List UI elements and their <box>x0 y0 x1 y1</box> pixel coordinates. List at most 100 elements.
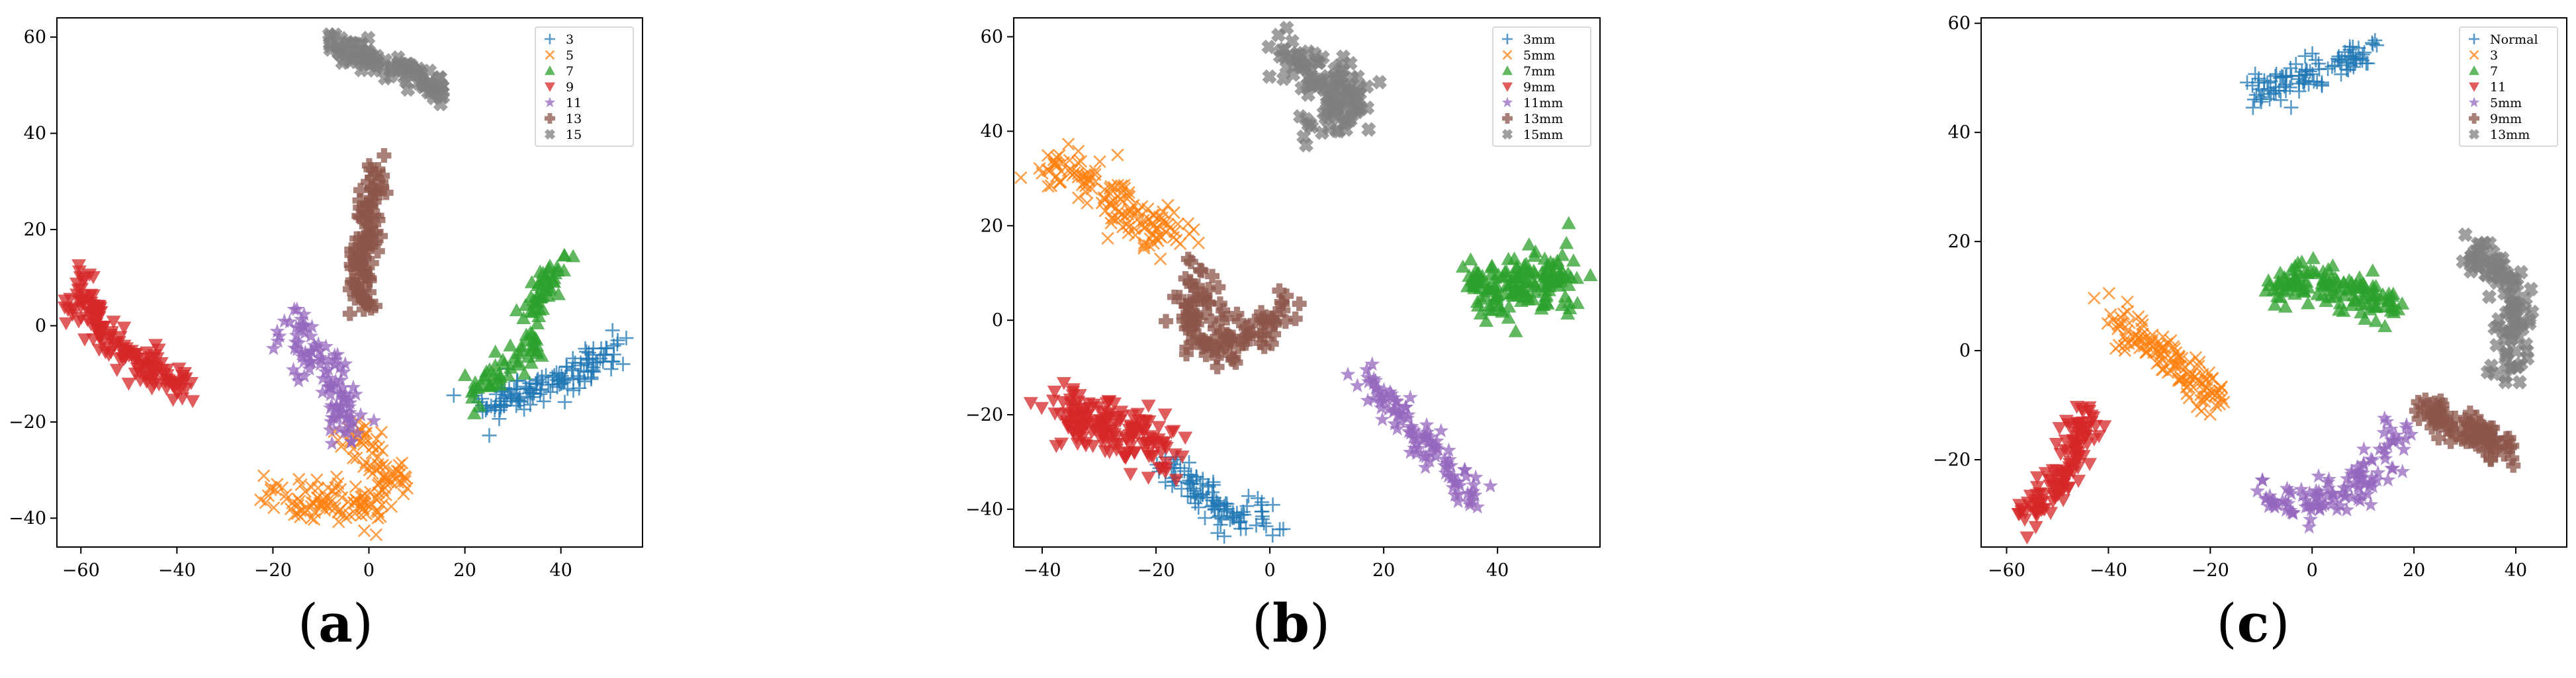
data-point <box>518 379 533 394</box>
data-point <box>2037 488 2052 501</box>
data-point <box>279 488 292 501</box>
series-4 <box>1340 356 1498 514</box>
axes-frame <box>1980 17 2567 548</box>
data-point <box>1466 477 1482 492</box>
data-point <box>2182 367 2195 381</box>
data-point <box>2362 477 2377 492</box>
data-point <box>1211 280 1226 295</box>
data-point <box>1265 528 1280 543</box>
data-point <box>1189 486 1204 501</box>
data-point <box>1292 296 1307 312</box>
data-point <box>2293 269 2309 282</box>
data-point <box>2209 399 2223 412</box>
data-point <box>85 333 101 347</box>
legend-marker <box>2469 50 2479 60</box>
data-point <box>2190 400 2204 413</box>
data-point <box>296 503 310 517</box>
data-point <box>324 435 340 450</box>
data-point <box>2279 480 2295 495</box>
data-point <box>2487 443 2503 458</box>
data-point <box>491 372 506 385</box>
data-point <box>2388 427 2403 442</box>
data-point <box>1075 169 1089 183</box>
data-point <box>1519 257 1534 270</box>
data-point <box>1479 314 1494 327</box>
series-5 <box>1159 251 1307 374</box>
legend-marker <box>2468 97 2480 108</box>
data-point <box>1114 410 1130 424</box>
data-point <box>1103 182 1117 195</box>
data-point <box>287 508 301 521</box>
data-point <box>1118 451 1133 465</box>
data-point <box>296 353 312 368</box>
data-point <box>1167 448 1182 462</box>
data-point <box>1456 461 1472 476</box>
data-point <box>531 309 547 322</box>
data-point <box>482 378 497 392</box>
data-point <box>295 317 311 331</box>
data-point <box>328 501 342 515</box>
data-point <box>2385 286 2401 300</box>
data-point <box>333 399 349 414</box>
data-point <box>254 493 267 507</box>
data-point <box>2354 305 2369 319</box>
data-point <box>1463 252 1478 266</box>
data-point <box>356 249 371 264</box>
series-1 <box>2088 286 2231 421</box>
data-point <box>1476 274 1491 288</box>
data-point <box>102 333 117 347</box>
data-point <box>324 491 337 505</box>
data-point <box>332 40 347 56</box>
data-point <box>371 450 385 464</box>
y-tick-label: 20 <box>1948 232 1971 252</box>
data-point <box>1189 470 1204 485</box>
data-point <box>594 341 609 356</box>
data-point <box>2312 501 2327 517</box>
data-point <box>1276 303 1291 318</box>
data-point <box>515 343 530 357</box>
data-point <box>501 368 516 382</box>
data-point <box>2321 480 2336 495</box>
data-point <box>1167 289 1182 304</box>
x-tick-label: −20 <box>1137 560 1175 581</box>
data-point <box>1570 271 1585 284</box>
legend-marker <box>545 65 555 75</box>
data-point <box>1226 350 1241 365</box>
data-point <box>328 398 344 413</box>
data-point <box>2329 501 2345 517</box>
data-point <box>58 317 73 331</box>
data-point <box>1482 298 1497 312</box>
legend-box <box>1492 26 1591 147</box>
data-point <box>1104 187 1117 200</box>
data-point <box>348 507 362 520</box>
data-point <box>1570 296 1585 310</box>
data-point <box>1044 179 1058 192</box>
data-point <box>1214 511 1229 527</box>
data-point <box>2418 392 2433 407</box>
data-point <box>364 181 379 196</box>
data-point <box>1398 399 1413 414</box>
data-point <box>2147 346 2160 359</box>
data-point <box>1402 390 1418 404</box>
data-point <box>267 501 281 515</box>
data-point <box>539 368 554 383</box>
y-tick-label: −20 <box>9 412 46 433</box>
data-point <box>1154 462 1169 476</box>
data-point <box>1036 167 1049 180</box>
data-point <box>1141 400 1156 413</box>
data-point <box>2082 405 2097 418</box>
data-point <box>390 464 404 478</box>
data-point <box>1087 398 1102 412</box>
data-point <box>1218 339 1233 354</box>
data-point <box>1478 288 1493 302</box>
data-point <box>1316 105 1331 120</box>
data-point <box>1043 164 1056 178</box>
data-point <box>2282 80 2297 95</box>
data-point <box>1403 420 1419 435</box>
data-point <box>2217 396 2231 409</box>
data-point <box>1182 227 1196 241</box>
data-point <box>2417 401 2432 416</box>
data-point <box>2293 482 2309 496</box>
data-point <box>1106 194 1120 207</box>
data-point <box>2462 405 2477 421</box>
